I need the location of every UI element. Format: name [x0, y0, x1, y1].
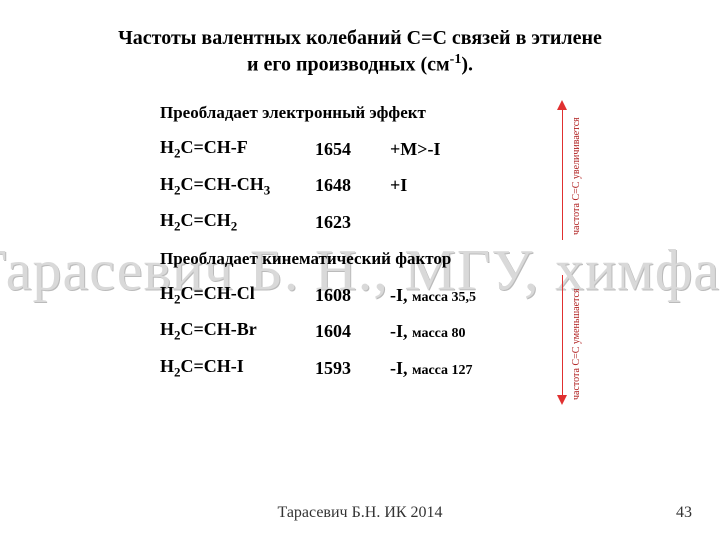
table-row: H2C=CH-I 1593 -I, масса 127 — [160, 350, 550, 387]
table-upper: H2C=CH-F 1654 +M>-I H2C=CH-CH3 1648 +I H… — [160, 131, 550, 241]
table-row: H2C=CH-Cl 1608 -I, масса 35,5 — [160, 277, 550, 314]
table-row: H2C=CH-Br 1604 -I, масса 80 — [160, 313, 550, 350]
arrow-down-decrease: частота С=С уменьшается — [555, 275, 571, 405]
page-number: 43 — [676, 504, 692, 522]
table-row: H2C=CH-CH3 1648 +I — [160, 168, 550, 205]
table-row: H2C=CH-F 1654 +M>-I — [160, 131, 550, 168]
table-lower: H2C=CH-Cl 1608 -I, масса 35,5 H2C=CH-Br … — [160, 277, 550, 387]
footer-text: Тарасевич Б.Н. ИК 2014 — [0, 504, 720, 522]
content-block: Преобладает электронный эффект H2C=CH-F … — [160, 95, 550, 387]
slide-title: Частоты валентных колебаний С=С связей в… — [0, 25, 720, 78]
section2-header: Преобладает кинематический фактор — [160, 249, 550, 269]
section1-header: Преобладает электронный эффект — [160, 103, 550, 123]
arrow-up-increase: частота С=С увеличивается — [555, 100, 571, 240]
table-row: H2C=CH2 1623 — [160, 204, 550, 241]
